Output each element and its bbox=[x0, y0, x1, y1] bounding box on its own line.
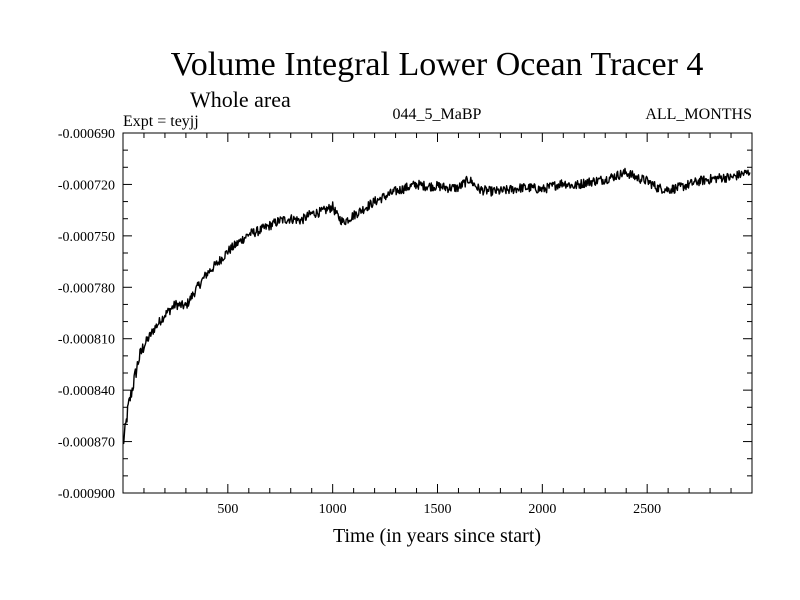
y-tick-label: -0.000750 bbox=[58, 230, 115, 245]
run-label: 044_5_MaBP bbox=[393, 106, 482, 123]
experiment-label: Expt = teyjj bbox=[123, 113, 199, 130]
x-axis-label: Time (in years since start) bbox=[333, 525, 541, 547]
x-tick-label: 500 bbox=[217, 502, 238, 517]
x-tick-label: 2000 bbox=[528, 502, 556, 517]
plot-frame bbox=[122, 132, 753, 494]
y-tick-label: -0.000870 bbox=[58, 436, 115, 451]
x-tick-label: 1500 bbox=[424, 502, 452, 517]
chart-title: Volume Integral Lower Ocean Tracer 4 bbox=[171, 46, 704, 83]
series-line-0 bbox=[122, 167, 751, 445]
y-tick-label: -0.000900 bbox=[58, 487, 115, 502]
y-tick-label: -0.000720 bbox=[58, 178, 115, 193]
x-axis-ticks: 500 1000 1500 2000 2500 bbox=[143, 133, 732, 517]
x-tick-label: 1000 bbox=[319, 502, 347, 517]
y-tick-label: -0.000690 bbox=[58, 127, 115, 142]
x-tick-label: 2500 bbox=[633, 502, 661, 517]
y-tick-label: -0.000780 bbox=[58, 281, 115, 296]
chart-subtitle: Whole area bbox=[190, 87, 291, 112]
series-layer bbox=[122, 167, 751, 445]
y-axis-ticks: -0.000900 -0.000870 -0.000840 -0.000810 -0.0… bbox=[58, 127, 752, 502]
y-tick-label: -0.000840 bbox=[58, 384, 115, 399]
y-tick-label: -0.000810 bbox=[58, 333, 115, 348]
period-label: ALL_MONTHS bbox=[645, 106, 752, 123]
